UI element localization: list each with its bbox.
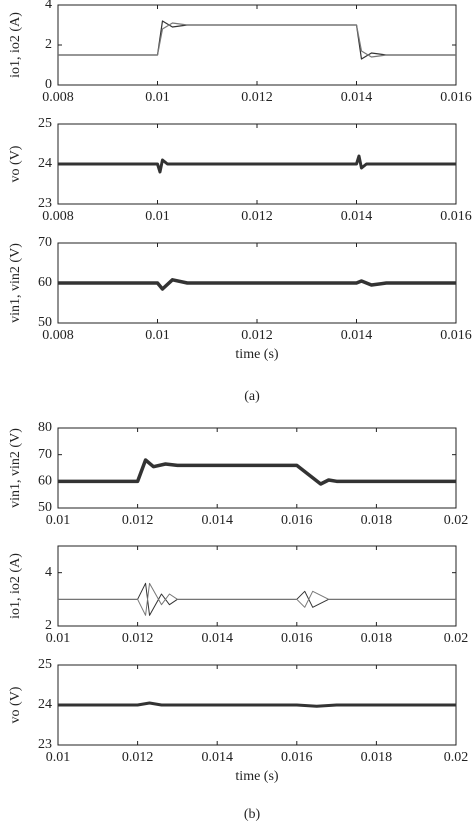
- y-tick-label: 23: [38, 737, 52, 752]
- data-line: [58, 458, 456, 486]
- x-tick-label: 0.012: [122, 750, 154, 765]
- data-line: [58, 154, 456, 174]
- x-tick-label: 0.018: [361, 631, 393, 646]
- y-tick-label: 2: [45, 37, 52, 52]
- x-tick-label: 0.01: [145, 328, 170, 343]
- x-tick-label: 0.01: [145, 209, 170, 224]
- plot-frame: [57, 545, 457, 627]
- y-tick-label: 24: [38, 156, 52, 171]
- y-tick-label: 24: [38, 697, 52, 712]
- x-tick-label: 0.012: [122, 513, 154, 528]
- x-tick-label: 0.012: [122, 631, 154, 646]
- y-tick-label: 23: [38, 196, 52, 211]
- caption: (a): [244, 389, 260, 404]
- x-tick-label: 0.01: [46, 631, 71, 646]
- x-tick-label: 0.014: [201, 750, 233, 765]
- x-tick-label: 0.014: [341, 209, 373, 224]
- plot-frame: [57, 427, 457, 509]
- data-line: [58, 582, 456, 616]
- x-tick-label: 0.012: [241, 90, 273, 105]
- x-tick-label: 0.018: [361, 513, 393, 528]
- y-tick-label: 4: [45, 565, 52, 580]
- x-tick-label: 0.016: [440, 209, 472, 224]
- y-axis-label: vin1, vin2 (V): [8, 243, 23, 323]
- x-tick-label: 0.01: [46, 750, 71, 765]
- x-tick-label: 0.014: [341, 328, 373, 343]
- x-axis-label: time (s): [235, 769, 278, 784]
- data-line: [58, 22, 456, 58]
- x-tick-label: 0.008: [42, 90, 74, 105]
- y-tick-label: 4: [45, 0, 52, 12]
- y-tick-label: 0: [45, 77, 52, 92]
- data-line: [58, 582, 456, 616]
- data-line: [58, 701, 456, 708]
- data-line: [58, 20, 456, 60]
- x-tick-label: 0.008: [42, 209, 74, 224]
- y-axis-label: io1, io2 (A): [8, 12, 23, 78]
- caption: (b): [244, 807, 261, 822]
- y-axis-label: io1, io2 (A): [8, 553, 23, 619]
- data-line: [58, 278, 456, 291]
- y-tick-label: 25: [38, 657, 52, 672]
- x-axis-label: time (s): [235, 347, 278, 362]
- y-tick-label: 70: [38, 235, 52, 250]
- x-tick-label: 0.016: [440, 328, 472, 343]
- x-tick-label: 0.02: [444, 750, 469, 765]
- x-tick-label: 0.016: [281, 513, 313, 528]
- y-tick-label: 60: [38, 275, 52, 290]
- x-tick-label: 0.012: [241, 209, 273, 224]
- x-tick-label: 0.014: [341, 90, 373, 105]
- y-tick-label: 2: [45, 618, 52, 633]
- y-tick-label: 50: [38, 500, 52, 515]
- y-tick-label: 60: [38, 474, 52, 489]
- plot-frame: [57, 4, 457, 86]
- x-tick-label: 0.016: [440, 90, 472, 105]
- x-tick-label: 0.014: [201, 513, 233, 528]
- x-tick-label: 0.02: [444, 631, 469, 646]
- y-tick-label: 25: [38, 116, 52, 131]
- x-tick-label: 0.016: [281, 750, 313, 765]
- x-tick-label: 0.01: [145, 90, 170, 105]
- x-tick-label: 0.008: [42, 328, 74, 343]
- x-tick-label: 0.01: [46, 513, 71, 528]
- y-tick-label: 70: [38, 447, 52, 462]
- x-tick-label: 0.012: [241, 328, 273, 343]
- x-tick-label: 0.02: [444, 513, 469, 528]
- x-tick-label: 0.014: [201, 631, 233, 646]
- y-axis-label: vo (V): [8, 686, 23, 723]
- x-tick-label: 0.016: [281, 631, 313, 646]
- y-axis-label: vo (V): [8, 145, 23, 182]
- x-tick-label: 0.018: [361, 750, 393, 765]
- y-tick-label: 80: [38, 420, 52, 435]
- y-tick-label: 50: [38, 315, 52, 330]
- y-axis-label: vin1, vin2 (V): [8, 428, 23, 508]
